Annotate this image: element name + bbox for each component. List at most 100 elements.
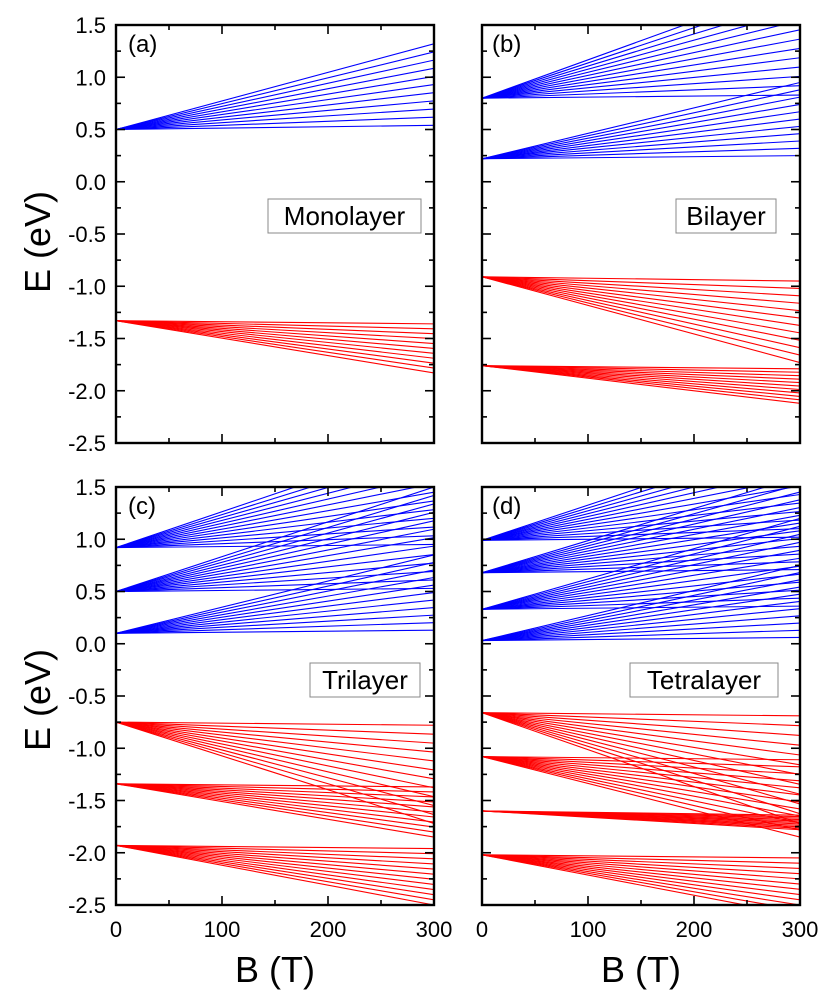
trilayer-conduction-level-line <box>116 569 434 634</box>
tetralayer-conduction-level-line <box>482 487 793 574</box>
bilayer-conduction-level-line <box>482 75 800 99</box>
tetralayer-conduction-level-line <box>482 487 798 541</box>
y-tick-label: -0.5 <box>68 684 106 709</box>
trilayer-valence-level-line <box>116 783 434 833</box>
trilayer-conduction-level-line <box>116 520 434 593</box>
monolayer-valence-level-line <box>116 320 434 364</box>
monolayer-valence-level-line <box>116 320 434 340</box>
trilayer-conduction-level-line <box>116 545 434 593</box>
trilayer-conduction-level-line <box>116 591 434 634</box>
tetralayer-conduction-level-line <box>482 487 768 574</box>
panel-tetralayer: 0 100 200 300 (d) Tetralayer <box>476 485 818 942</box>
bilayer-conduction-level-line <box>482 81 800 160</box>
trilayer-valence-level-line <box>116 844 434 880</box>
tetralayer-valence-level-line <box>482 712 800 756</box>
trilayer-conduction-level-line <box>116 500 434 549</box>
y-tick-label: -2.0 <box>68 379 106 404</box>
trilayer-conduction-level-line <box>116 487 332 549</box>
bilayer-valence-level-line <box>482 365 800 370</box>
trilayer-conduction-level-line <box>116 487 313 549</box>
tetralayer-valence-level-line <box>482 756 800 824</box>
trilayer-valence-level-line <box>116 783 434 798</box>
monolayer-valence-level-line <box>116 320 434 369</box>
tetralayer-valence-level-line <box>482 854 800 880</box>
monolayer-plot-frame <box>114 23 436 445</box>
tetralayer-valence-level-line <box>482 854 800 859</box>
monolayer-conduction-level-line <box>116 100 434 131</box>
trilayer-valence-level-line <box>116 721 434 825</box>
monolayer-valence-level-line <box>116 320 434 359</box>
bilayer-conduction-level-line <box>482 155 800 160</box>
bilayer-valence-level-line <box>482 276 800 297</box>
trilayer-valence-level-line <box>116 721 434 771</box>
trilayer-conduction-level-line <box>116 607 434 634</box>
monolayer-valence-level-line <box>116 320 434 325</box>
tetralayer-conduction-level-line <box>482 533 800 610</box>
tetralayer-valence-level-line <box>482 712 800 727</box>
tetralayer-valence-level-line <box>482 854 800 905</box>
bilayer-valence-level-line <box>482 276 800 334</box>
tetralayer-conduction-level-line <box>482 491 800 574</box>
bilayer-name-label: Bilayer <box>686 201 766 231</box>
tetralayer-conduction-level-line <box>482 608 800 642</box>
x-tick-label: 200 <box>676 917 713 942</box>
tetralayer-conduction-level-line <box>482 565 800 610</box>
y-tick-label: -2.0 <box>68 841 106 866</box>
tetralayer-valence-level-line <box>482 712 800 717</box>
trilayer-conduction-level-line <box>116 584 434 634</box>
bilayer-conduction-level-line <box>482 89 800 160</box>
trilayer-valence-level-line <box>116 783 434 838</box>
trilayer-conduction-level-line <box>116 526 434 549</box>
tetralayer-conduction-level-line <box>482 605 800 610</box>
trilayer-valence-level-line <box>116 844 434 855</box>
trilayer-conduction-level-line <box>116 599 434 634</box>
bilayer-valence-level-line <box>482 276 800 327</box>
tetralayer-conduction-level-line <box>482 499 800 574</box>
trilayer-conduction-level-line <box>116 587 434 593</box>
trilayer-valence-level-line <box>116 783 434 813</box>
tetralayer-valence-level-line <box>482 712 800 795</box>
y-axis-title-top: E (eV) <box>17 191 58 293</box>
tetralayer-conduction-level-line <box>482 530 800 574</box>
tetralayer-valence-level-line <box>482 756 800 810</box>
tetralayer-valence-level-line <box>482 712 800 785</box>
trilayer-conduction-level-line <box>116 554 434 593</box>
bilayer-conduction-level-line <box>482 29 800 99</box>
panel-bilayer: (b) Bilayer <box>480 23 802 445</box>
monolayer-valence-level-line <box>116 320 434 330</box>
tetralayer-conduction-level-line <box>482 572 800 642</box>
bilayer-conduction-level-line <box>482 25 784 99</box>
y-tick-label: -0.5 <box>68 222 106 247</box>
monolayer-conduction-level-line <box>116 92 434 131</box>
trilayer-valence-level-line <box>116 844 434 850</box>
tetralayer-valence-level-line <box>482 756 800 796</box>
bilayer-conduction-level-line <box>482 147 800 160</box>
tetralayer-valence-level-line <box>482 854 749 905</box>
y-tick-label: -1.5 <box>68 327 106 352</box>
x-tick-label: 100 <box>204 917 241 942</box>
trilayer-name-box <box>309 662 421 698</box>
trilayer-valence-level-line <box>116 844 434 905</box>
tetralayer-conduction-level-line <box>482 636 800 642</box>
y-tick-label: -2.5 <box>68 893 106 918</box>
tetralayer-valence-level-line <box>482 854 800 901</box>
x-tick-label: 100 <box>570 917 607 942</box>
trilayer-valence-level-line <box>116 721 434 735</box>
tetralayer-conduction-level-line <box>482 586 800 642</box>
trilayer-name-label: Trilayer <box>322 665 408 695</box>
tetralayer-conduction-level-line <box>482 573 800 610</box>
tetralayer-valence-level-line <box>482 756 800 817</box>
bilayer-panel-letter: (b) <box>492 31 521 58</box>
tetralayer-valence-level-line <box>482 810 800 831</box>
y-tick-label: 1.0 <box>75 527 106 552</box>
tetralayer-ticks: 0 100 200 300 <box>476 486 818 942</box>
y-tick-label: -2.5 <box>68 431 106 456</box>
tetralayer-valence-level-line <box>482 756 800 803</box>
y-tick-label: 0.0 <box>75 632 106 657</box>
bilayer-valence-level-line <box>482 276 800 356</box>
tetralayer-valence-level-line <box>482 756 800 789</box>
bilayer-conduction-level-line <box>482 25 726 99</box>
tetralayer-conduction-level-line <box>482 502 800 541</box>
trilayer-conduction-level-line <box>116 503 434 593</box>
tetralayer-conduction-level-line <box>482 597 800 610</box>
